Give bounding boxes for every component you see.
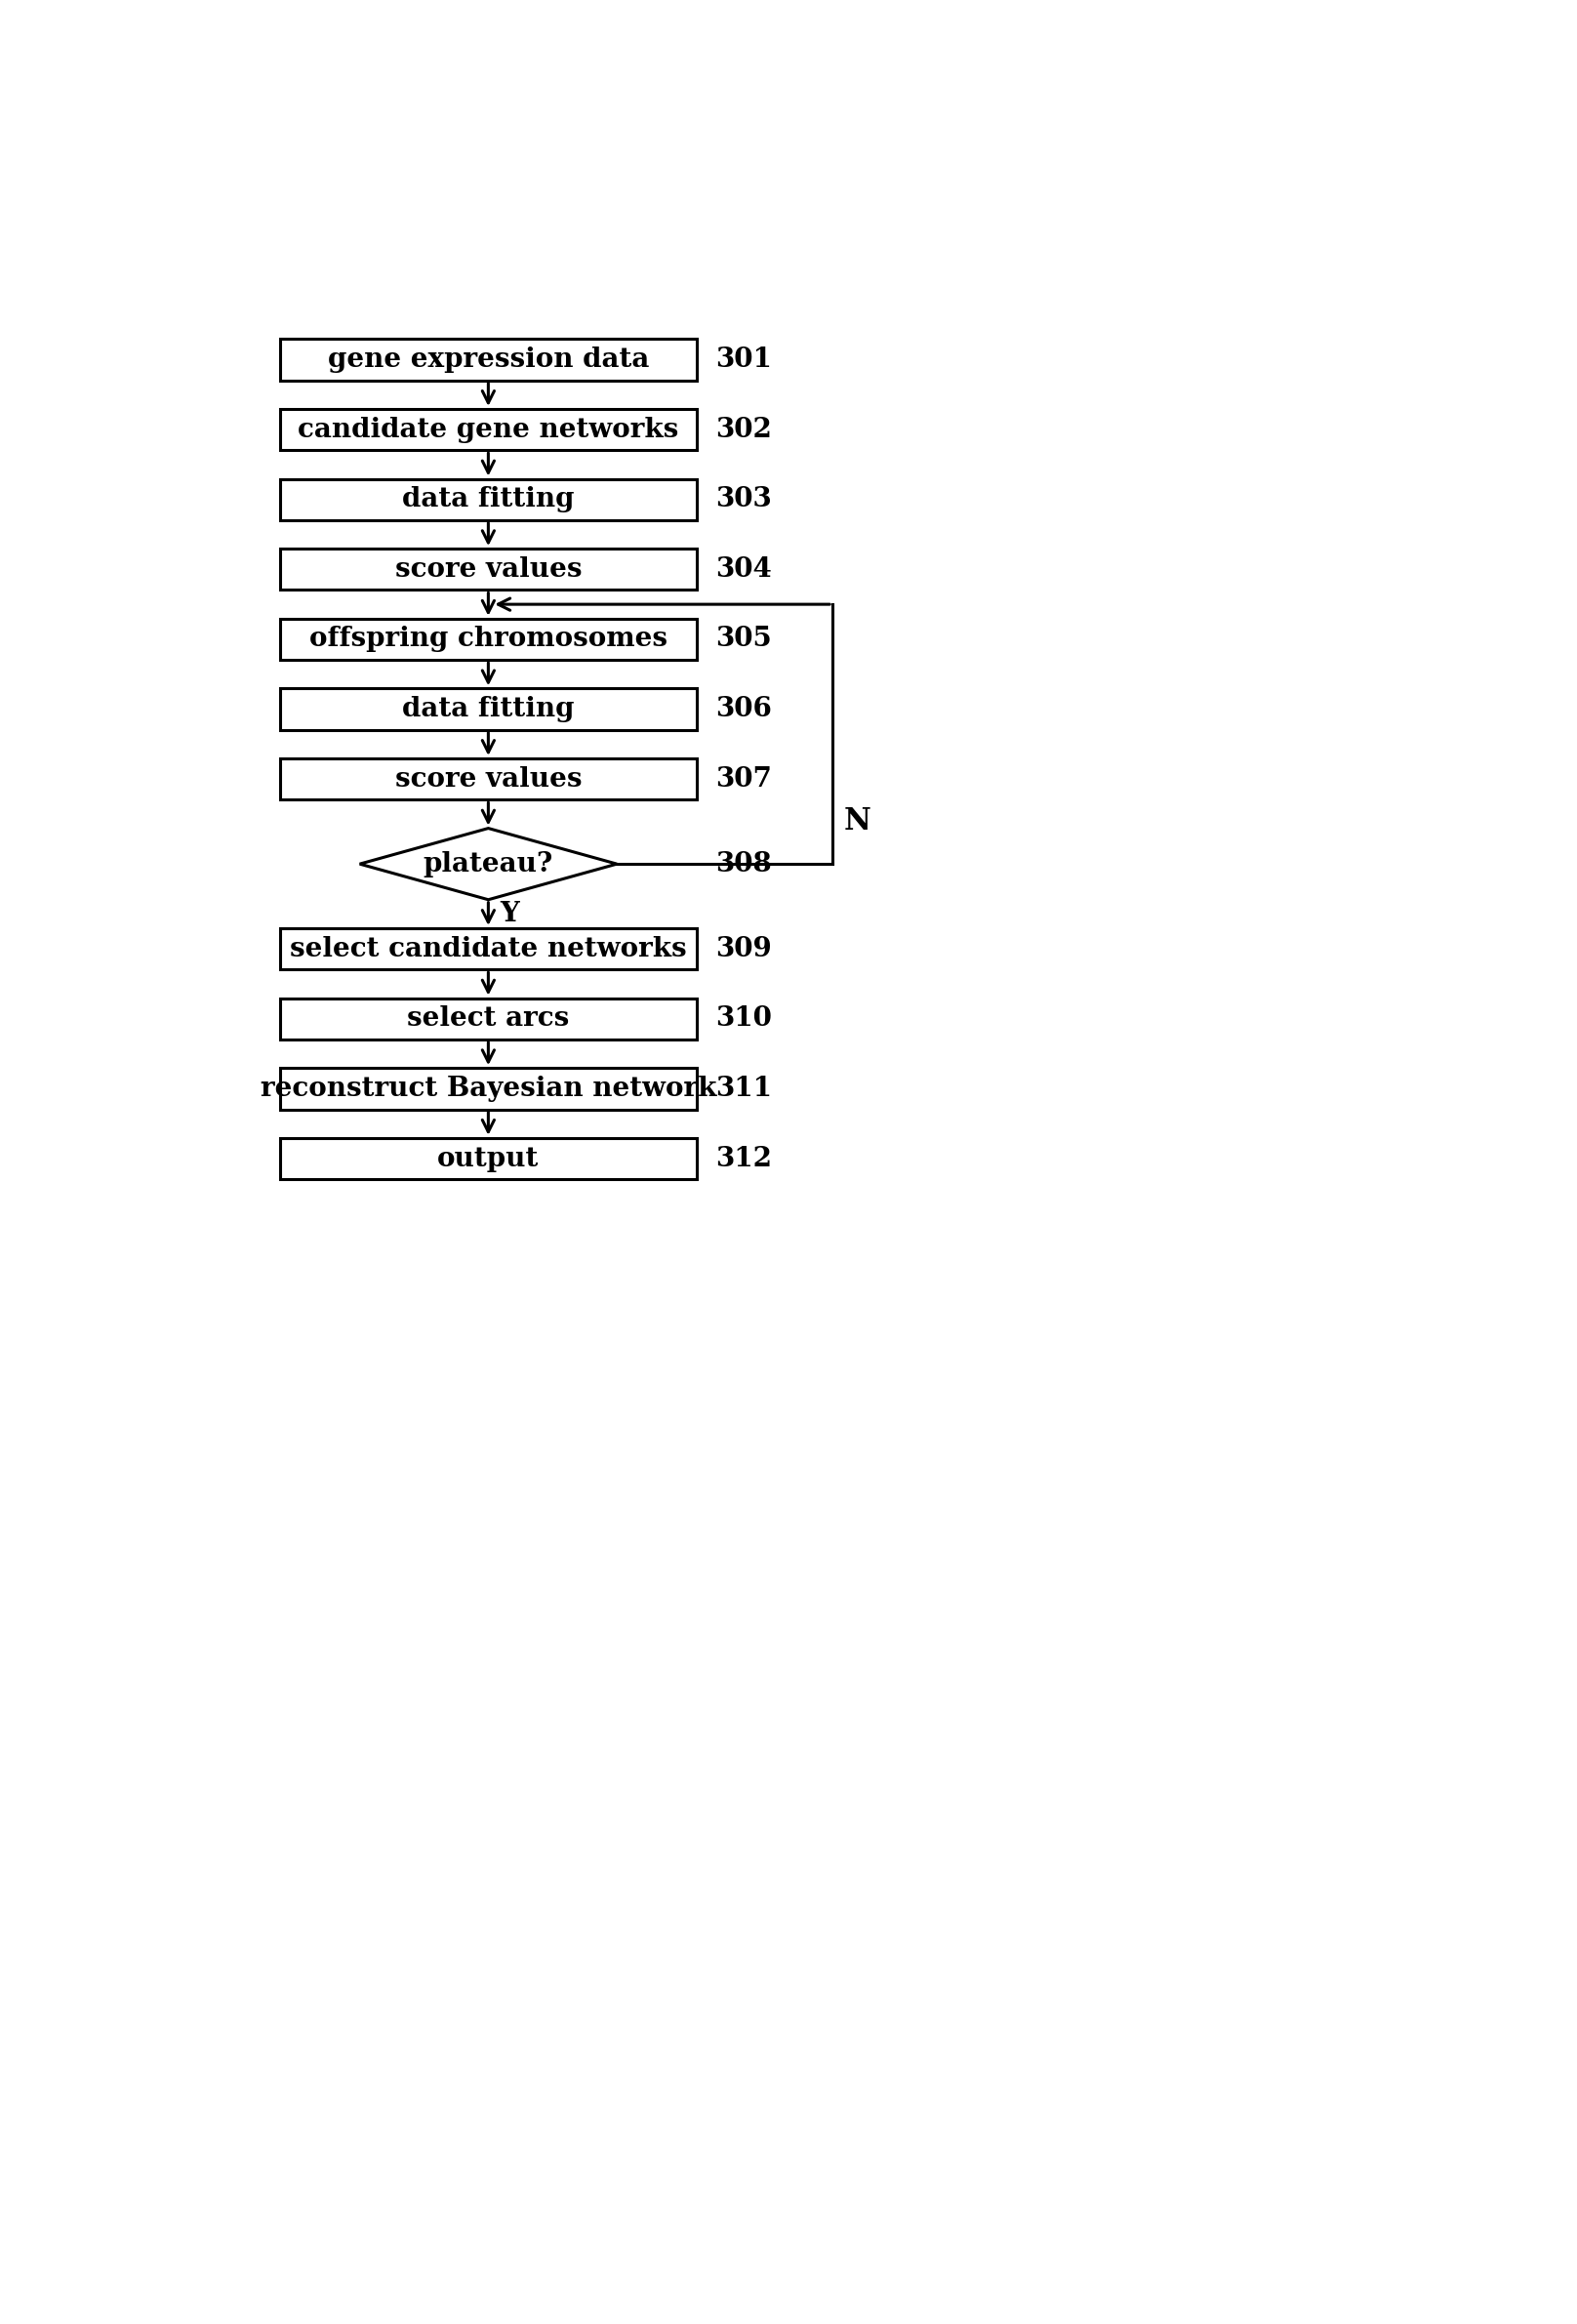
Text: score values: score values xyxy=(394,767,582,792)
Text: select candidate networks: select candidate networks xyxy=(290,937,686,962)
Text: data fitting: data fitting xyxy=(402,695,574,723)
Text: 303: 303 xyxy=(716,486,771,514)
Text: offspring chromosomes: offspring chromosomes xyxy=(309,625,667,653)
Text: output: output xyxy=(437,1146,539,1171)
Bar xyxy=(281,1139,697,1178)
Bar xyxy=(281,997,697,1039)
Text: 304: 304 xyxy=(716,555,771,583)
Text: Y: Y xyxy=(500,902,519,927)
Text: 302: 302 xyxy=(716,416,771,444)
Text: 306: 306 xyxy=(716,695,771,723)
Bar xyxy=(281,339,697,381)
Text: 308: 308 xyxy=(716,851,771,876)
Text: 305: 305 xyxy=(716,625,771,653)
Text: 309: 309 xyxy=(716,937,771,962)
Text: data fitting: data fitting xyxy=(402,486,574,514)
Text: 312: 312 xyxy=(716,1146,771,1171)
Text: reconstruct Bayesian network: reconstruct Bayesian network xyxy=(260,1076,716,1102)
Text: 311: 311 xyxy=(716,1076,771,1102)
Text: N: N xyxy=(844,806,871,837)
Text: candidate gene networks: candidate gene networks xyxy=(298,416,678,444)
Text: 310: 310 xyxy=(716,1006,771,1032)
Bar xyxy=(281,1069,697,1109)
Text: gene expression data: gene expression data xyxy=(328,346,650,372)
Polygon shape xyxy=(360,827,617,899)
Text: score values: score values xyxy=(394,555,582,583)
Text: select arcs: select arcs xyxy=(407,1006,569,1032)
Text: 301: 301 xyxy=(716,346,771,372)
Text: 307: 307 xyxy=(716,767,771,792)
Bar xyxy=(281,618,697,660)
Text: plateau?: plateau? xyxy=(423,851,554,876)
Bar xyxy=(281,688,697,730)
Bar xyxy=(281,927,697,969)
Bar xyxy=(281,409,697,451)
Bar xyxy=(281,479,697,521)
Bar xyxy=(281,548,697,590)
Bar xyxy=(281,758,697,799)
